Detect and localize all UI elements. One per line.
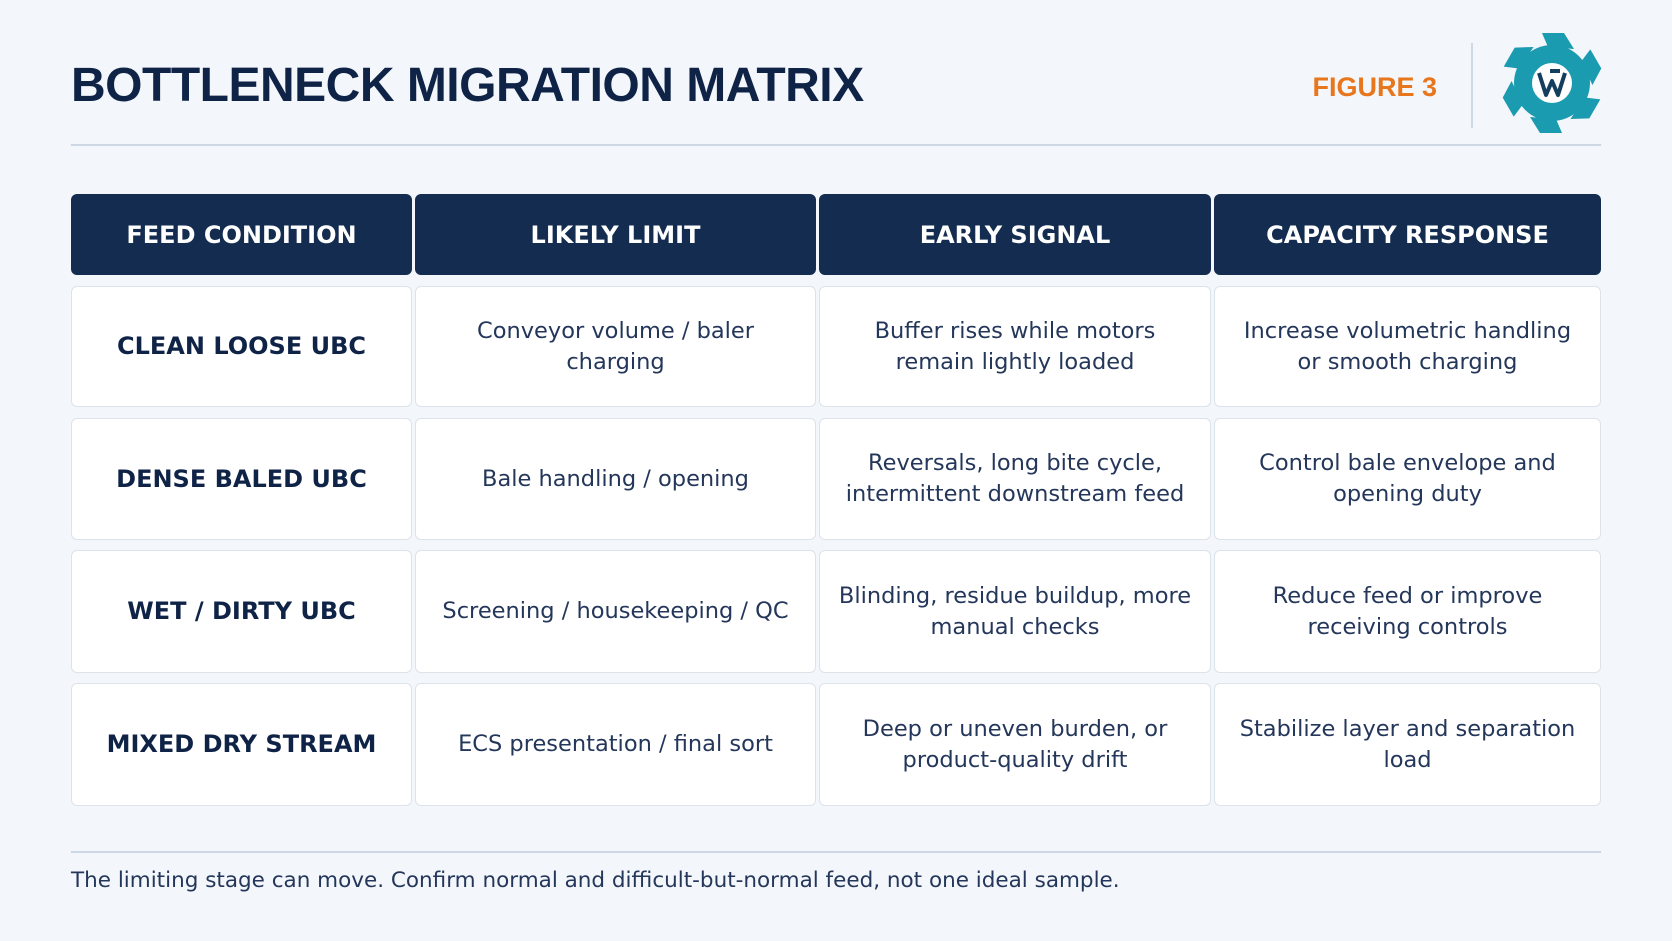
table-cell: Reduce feed or improve receiving control… [1214,550,1601,673]
table-cell: Stabilize layer and separation load [1214,683,1601,806]
divider [1471,43,1473,128]
logo [1502,33,1602,133]
table-cell: Screening / housekeeping / QC [415,550,816,673]
row-header: MIXED DRY STREAM [71,683,412,806]
row-header: DENSE BALED UBC [71,418,412,540]
table-cell: Control bale envelope and opening duty [1214,418,1601,540]
table-cell: ECS presentation / final sort [415,683,816,806]
footnote: The limiting stage can move. Confirm nor… [71,868,1120,893]
row-header: CLEAN LOOSE UBC [71,286,412,407]
footer-rule [71,851,1601,853]
header-rule [71,144,1601,146]
table-cell: Blinding, residue buildup, more manual c… [819,550,1211,673]
row-header: WET / DIRTY UBC [71,550,412,673]
column-header: FEED CONDITION [71,194,412,275]
figure-label: FIGURE 3 [1312,72,1437,102]
table-cell: Reversals, long bite cycle, intermittent… [819,418,1211,540]
column-header: CAPACITY RESPONSE [1214,194,1601,275]
table-cell: Bale handling / opening [415,418,816,540]
table-cell: Increase volumetric handling or smooth c… [1214,286,1601,407]
table-cell: Buffer rises while motors remain lightly… [819,286,1211,407]
table-cell: Deep or uneven burden, or product-qualit… [819,683,1211,806]
table-cell: Conveyor volume / baler charging [415,286,816,407]
column-header: EARLY SIGNAL [819,194,1211,275]
title: BOTTLENECK MIGRATION MATRIX [71,59,864,112]
column-header: LIKELY LIMIT [415,194,816,275]
